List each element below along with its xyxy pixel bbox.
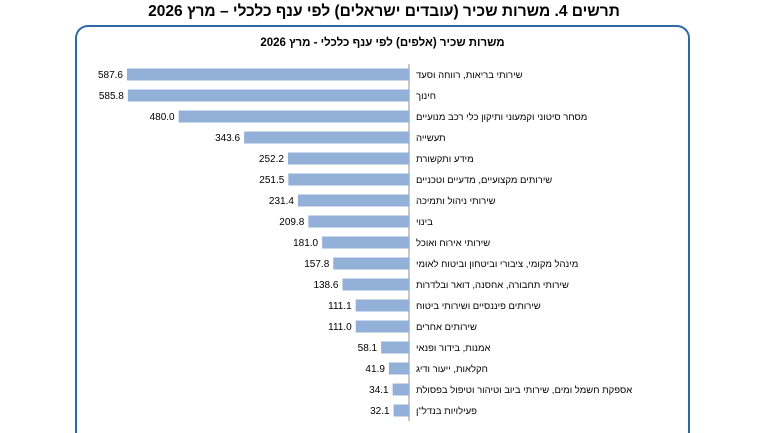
- category-label: מידע ותקשורת: [416, 154, 474, 165]
- value-label: 34.1: [369, 385, 389, 396]
- category-label: תעשייה: [416, 133, 446, 144]
- category-label: שירותים מקצועיים, מדעיים וטכניים: [416, 175, 552, 186]
- category-label: שירותי תחבורה, אחסנה, דואר ובלדרות: [416, 279, 569, 291]
- value-label: 480.0: [150, 112, 175, 123]
- value-label: 587.6: [98, 70, 123, 81]
- bar: [244, 131, 409, 144]
- category-label: מסחר סיטוני וקמעוני ותיקון כלי רכב מנועי…: [416, 111, 587, 123]
- category-label: חקלאות, ייעור ודיג: [416, 363, 488, 375]
- bar: [355, 299, 409, 312]
- bar: [127, 89, 409, 102]
- bar: [333, 257, 409, 270]
- chart-title: משרות שכיר (אלפים) לפי ענף כלכלי - מרץ 2…: [260, 37, 505, 49]
- value-label: 209.8: [279, 217, 304, 228]
- bar: [178, 110, 409, 123]
- value-label: 181.0: [293, 238, 318, 249]
- category-label: אספקת חשמל ומים, שירותי ביוב וטיהור וטיפ…: [416, 384, 632, 396]
- value-label: 251.5: [259, 175, 284, 186]
- bar: [392, 383, 409, 396]
- value-label: 157.8: [304, 259, 329, 270]
- bar: [388, 362, 409, 375]
- bar: [393, 404, 409, 417]
- value-label: 111.0: [328, 322, 352, 333]
- bar: [355, 320, 409, 333]
- value-label: 231.4: [269, 196, 294, 207]
- value-label: 32.1: [370, 406, 390, 417]
- bar: [381, 341, 409, 354]
- bar: [342, 278, 409, 291]
- category-label: שירותי בריאות, רווחה וסעד: [416, 70, 523, 81]
- category-label: חינוך: [416, 91, 436, 102]
- bar: [322, 236, 409, 249]
- value-label: 58.1: [358, 343, 378, 354]
- value-label: 343.6: [215, 133, 240, 144]
- value-label: 41.9: [365, 364, 385, 375]
- page-title: תרשים 4. משרות שכיר (עובדים ישראלים) לפי…: [148, 3, 620, 20]
- chart-frame: [75, 25, 690, 433]
- value-label: 138.6: [313, 280, 338, 291]
- bar: [127, 68, 409, 81]
- category-label: פעילויות בנדל"ן: [416, 405, 477, 417]
- category-label: בינוי: [416, 217, 433, 228]
- category-label: אמנות, בידור ופנאי: [416, 343, 491, 354]
- category-label: מינהל מקומי, ציבורי וביטחון וביטוח לאומי: [416, 258, 578, 270]
- category-label: שירותים פיננסיים ושירותי ביטוח: [416, 301, 541, 312]
- bar: [308, 215, 409, 228]
- category-label: שירותי אירוח ואוכל: [416, 237, 490, 249]
- category-label: שירותים אחרים: [416, 322, 477, 333]
- bar: [287, 152, 409, 165]
- bar: [297, 194, 409, 207]
- value-label: 111.1: [328, 301, 352, 312]
- category-label: שירותי ניהול ותמיכה: [416, 195, 496, 207]
- value-label: 252.2: [259, 154, 284, 165]
- value-label: 585.8: [99, 91, 124, 102]
- bar: [288, 173, 409, 186]
